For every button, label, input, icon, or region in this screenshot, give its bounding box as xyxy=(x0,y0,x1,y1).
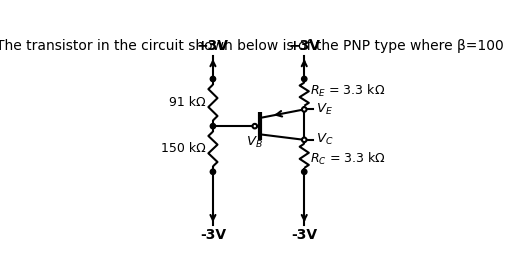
Circle shape xyxy=(210,169,216,174)
Text: $V_C$: $V_C$ xyxy=(316,132,333,147)
Circle shape xyxy=(302,138,307,142)
Text: -3V: -3V xyxy=(200,228,226,242)
Circle shape xyxy=(210,123,216,129)
Circle shape xyxy=(252,124,257,128)
Text: $R_C$ = 3.3 kΩ: $R_C$ = 3.3 kΩ xyxy=(311,151,386,167)
Circle shape xyxy=(210,76,216,82)
Text: -3V: -3V xyxy=(291,228,317,242)
Text: +3V: +3V xyxy=(288,39,320,53)
Circle shape xyxy=(301,76,307,82)
Text: +3V: +3V xyxy=(197,39,229,53)
Text: $V_B$: $V_B$ xyxy=(246,135,263,150)
Text: 91 kΩ: 91 kΩ xyxy=(169,96,206,109)
Text: 150 kΩ: 150 kΩ xyxy=(161,143,206,155)
Circle shape xyxy=(301,169,307,174)
Text: $R_E$ = 3.3 kΩ: $R_E$ = 3.3 kΩ xyxy=(311,83,385,99)
Text: $V_E$: $V_E$ xyxy=(316,102,333,117)
Circle shape xyxy=(302,107,307,112)
Text: The transistor in the circuit shown below is of the PNP type where β=100.: The transistor in the circuit shown belo… xyxy=(0,39,505,54)
